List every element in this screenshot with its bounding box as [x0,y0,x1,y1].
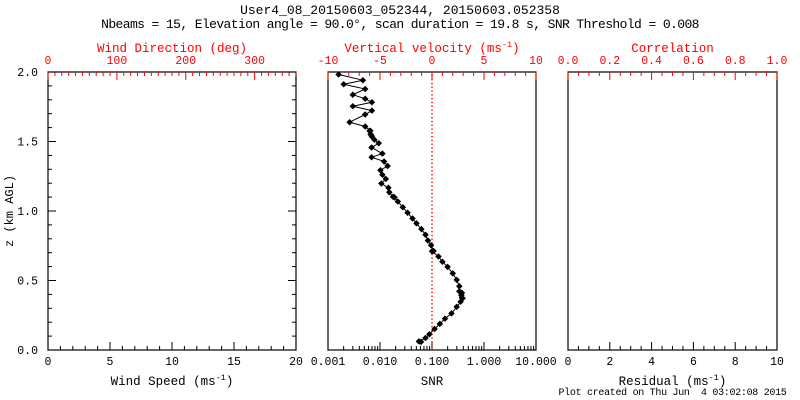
svg-text:10: 10 [770,356,784,369]
svg-text:20: 20 [289,356,303,369]
svg-text:8: 8 [732,356,739,369]
svg-text:300: 300 [244,55,265,68]
svg-text:200: 200 [175,55,196,68]
svg-text:0.4: 0.4 [641,55,662,68]
svg-text:0: 0 [565,356,572,369]
svg-text:0.010: 0.010 [363,356,398,369]
svg-text:0.001: 0.001 [311,356,346,369]
svg-text:0.0: 0.0 [558,55,579,68]
svg-text:100: 100 [107,55,128,68]
svg-text:15: 15 [227,356,241,369]
svg-text:2: 2 [606,356,613,369]
svg-text:-5: -5 [373,55,387,68]
svg-text:0: 0 [45,356,52,369]
svg-text:5: 5 [107,356,114,369]
svg-text:z (km AGL): z (km AGL) [3,175,17,247]
svg-text:2.0: 2.0 [17,67,38,80]
svg-text:0.5: 0.5 [17,276,38,289]
svg-text:1.000: 1.000 [467,356,502,369]
svg-text:Correlation: Correlation [631,42,714,56]
svg-text:0.0: 0.0 [17,345,38,358]
svg-text:Wind Speed (ms-1): Wind Speed (ms-1) [111,373,234,389]
svg-text:1.0: 1.0 [767,55,788,68]
svg-text:0.6: 0.6 [683,55,704,68]
svg-text:0: 0 [45,55,52,68]
svg-text:Wind Direction (deg): Wind Direction (deg) [97,42,247,56]
svg-text:6: 6 [690,356,697,369]
svg-text:10: 10 [529,55,543,68]
svg-text:-10: -10 [318,55,339,68]
svg-text:10.000: 10.000 [515,356,557,369]
svg-text:SNR: SNR [421,375,444,389]
svg-text:Residual (ms-1): Residual (ms-1) [619,373,727,389]
svg-text:1.0: 1.0 [17,206,38,219]
svg-text:4: 4 [648,356,655,369]
svg-text:Vertical velocity (ms-1): Vertical velocity (ms-1) [344,40,519,56]
svg-text:0.2: 0.2 [599,55,620,68]
svg-text:0.100: 0.100 [415,356,450,369]
svg-text:1.5: 1.5 [17,137,38,150]
svg-text:0: 0 [429,55,436,68]
svg-text:5: 5 [481,55,488,68]
svg-text:0.8: 0.8 [725,55,746,68]
svg-text:10: 10 [165,356,179,369]
